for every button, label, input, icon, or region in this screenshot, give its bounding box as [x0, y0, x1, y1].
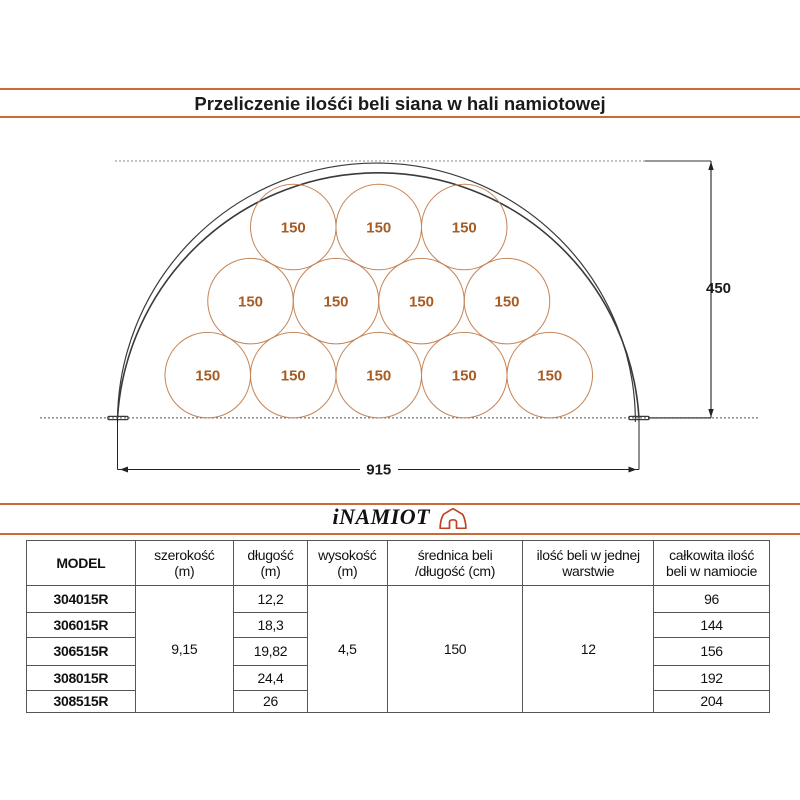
svg-text:150: 150	[366, 220, 391, 237]
svg-text:150: 150	[452, 368, 477, 385]
svg-text:150: 150	[281, 368, 306, 385]
svg-text:150: 150	[537, 368, 562, 385]
svg-text:150: 150	[366, 368, 391, 385]
svg-text:150: 150	[238, 294, 263, 311]
svg-text:450: 450	[706, 280, 731, 297]
svg-text:150: 150	[452, 220, 477, 237]
svg-text:915: 915	[366, 462, 391, 479]
svg-text:150: 150	[494, 294, 519, 311]
svg-text:150: 150	[323, 294, 348, 311]
svg-text:150: 150	[195, 368, 220, 385]
svg-text:150: 150	[281, 220, 306, 237]
svg-text:150: 150	[409, 294, 434, 311]
